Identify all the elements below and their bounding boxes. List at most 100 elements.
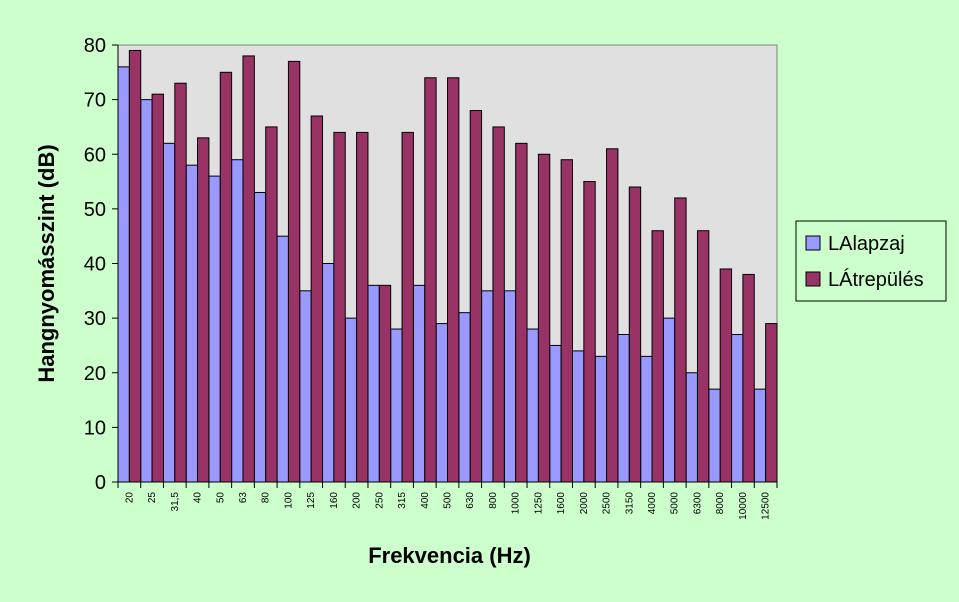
bar-lalapzaj-5000 [662, 317, 676, 483]
bar-latrepules-800 [492, 126, 505, 483]
x-tick-label: 80 [261, 492, 272, 504]
bar-latrepules-315 [401, 131, 414, 483]
x-tick-label: 630 [465, 492, 476, 509]
legend: LAlapzaj LÁtrepülés [795, 220, 947, 302]
bar-lalapzaj-2000 [571, 350, 585, 483]
x-tick-label: 160 [329, 492, 340, 509]
bar-lalapzaj-100 [276, 235, 289, 483]
bar-latrepules-4000 [651, 230, 664, 483]
x-tick-label: 20 [124, 492, 135, 504]
x-tick-label: 500 [443, 492, 454, 509]
bar-lalapzaj-20 [117, 66, 130, 483]
x-tick-label: 2500 [602, 492, 613, 515]
x-tick-label: 31,5 [170, 492, 181, 512]
x-tick-label: 1000 [511, 492, 522, 515]
bar-latrepules-160 [333, 131, 346, 483]
x-tick-label: 5000 [670, 492, 681, 515]
bar-lalapzaj-1250 [526, 328, 539, 483]
bar-latrepules-50 [219, 71, 233, 483]
bar-lalapzaj-50 [208, 175, 221, 483]
y-tick-label: 60 [84, 144, 106, 166]
bar-latrepules-8000 [719, 268, 733, 483]
bar-latrepules-400 [424, 77, 437, 483]
bar-lalapzaj-10000 [731, 334, 744, 483]
x-tick-label: 6300 [692, 492, 703, 515]
bar-latrepules-1000 [515, 142, 528, 483]
bar-latrepules-125 [310, 115, 324, 483]
x-tick-label: 50 [215, 492, 226, 504]
bar-lalapzaj-6300 [685, 372, 698, 483]
bar-lalapzaj-160 [322, 263, 335, 483]
x-tick-label: 8000 [715, 492, 726, 515]
y-tick-label: 30 [84, 308, 106, 330]
bar-lalapzaj-200 [344, 317, 358, 483]
bar-lalapzaj-31,5 [162, 142, 176, 483]
x-axis-title: Frekvencia (Hz) [368, 543, 531, 568]
bar-latrepules-80 [265, 126, 278, 483]
legend-box [795, 220, 947, 302]
bar-latrepules-10000 [742, 273, 755, 483]
x-tick-label: 25 [147, 492, 158, 504]
y-tick-label: 10 [84, 417, 106, 439]
y-tick-label: 70 [84, 90, 106, 112]
bar-latrepules-31,5 [174, 82, 187, 483]
legend-label-lalapzaj: LAlapzaj [828, 233, 905, 255]
bar-lalapzaj-500 [435, 323, 449, 483]
bar-latrepules-20 [128, 49, 142, 483]
x-tick-label: 125 [306, 492, 317, 509]
bar-latrepules-3150 [628, 186, 642, 483]
y-tick-label: 50 [84, 199, 106, 221]
y-tick-label: 20 [84, 363, 106, 385]
bar-latrepules-250 [378, 284, 392, 483]
y-axis: 0 10 20 30 40 50 60 70 80 [84, 35, 119, 494]
bar-lalapzaj-40 [185, 164, 199, 483]
bar-latrepules-200 [356, 131, 369, 483]
bar-latrepules-25 [151, 93, 164, 483]
legend-swatch-latrepules [805, 271, 821, 287]
x-tick-label: 4000 [647, 492, 658, 515]
bar-lalapzaj-800 [481, 290, 494, 483]
bar-lalapzaj-80 [253, 191, 267, 483]
x-tick-label: 1600 [556, 492, 567, 515]
x-tick-label: 3150 [624, 492, 635, 515]
bar-lalapzaj-8000 [708, 388, 721, 483]
bar-latrepules-1600 [560, 159, 573, 483]
x-tick-label: 12500 [761, 492, 772, 520]
bar-lalapzaj-315 [390, 328, 403, 483]
x-tick-label: 250 [374, 492, 385, 509]
x-tick-label: 100 [283, 492, 294, 509]
x-tick-label: 1250 [533, 492, 544, 515]
legend-label-latrepules: LÁtrepülés [828, 268, 924, 291]
legend-swatch-lalapzaj [805, 235, 821, 251]
bar-lalapzaj-1600 [549, 344, 562, 483]
bar-latrepules-6300 [696, 230, 710, 483]
bar-latrepules-630 [469, 110, 483, 483]
bar-latrepules-63 [242, 55, 255, 483]
y-axis-title: Hangnyomásszint (dB) [34, 144, 59, 382]
bar-latrepules-500 [447, 77, 460, 483]
bar-lalapzaj-3150 [617, 334, 630, 483]
bars-group [117, 49, 778, 483]
bar-lalapzaj-25 [140, 99, 153, 483]
bar-latrepules-5000 [674, 197, 687, 483]
bar-latrepules-1250 [537, 153, 551, 483]
bar-lalapzaj-1000 [503, 290, 517, 483]
bar-lalapzaj-63 [231, 159, 244, 483]
bar-lalapzaj-12500 [753, 388, 767, 483]
bar-lalapzaj-630 [458, 312, 471, 483]
bar-lalapzaj-400 [412, 284, 426, 483]
x-tick-label: 10000 [738, 492, 749, 520]
y-tick-label: 80 [84, 35, 106, 57]
bar-lalapzaj-2500 [594, 355, 608, 483]
x-tick-label: 63 [238, 492, 249, 504]
bar-lalapzaj-125 [299, 290, 312, 483]
x-tick-label: 40 [193, 492, 204, 504]
x-tick-label: 315 [397, 492, 408, 509]
bar-latrepules-2000 [583, 181, 596, 483]
x-tick-label: 200 [352, 492, 363, 509]
bar-latrepules-2500 [606, 148, 619, 483]
y-tick-label: 0 [95, 472, 106, 494]
x-tick-label: 400 [420, 492, 431, 509]
